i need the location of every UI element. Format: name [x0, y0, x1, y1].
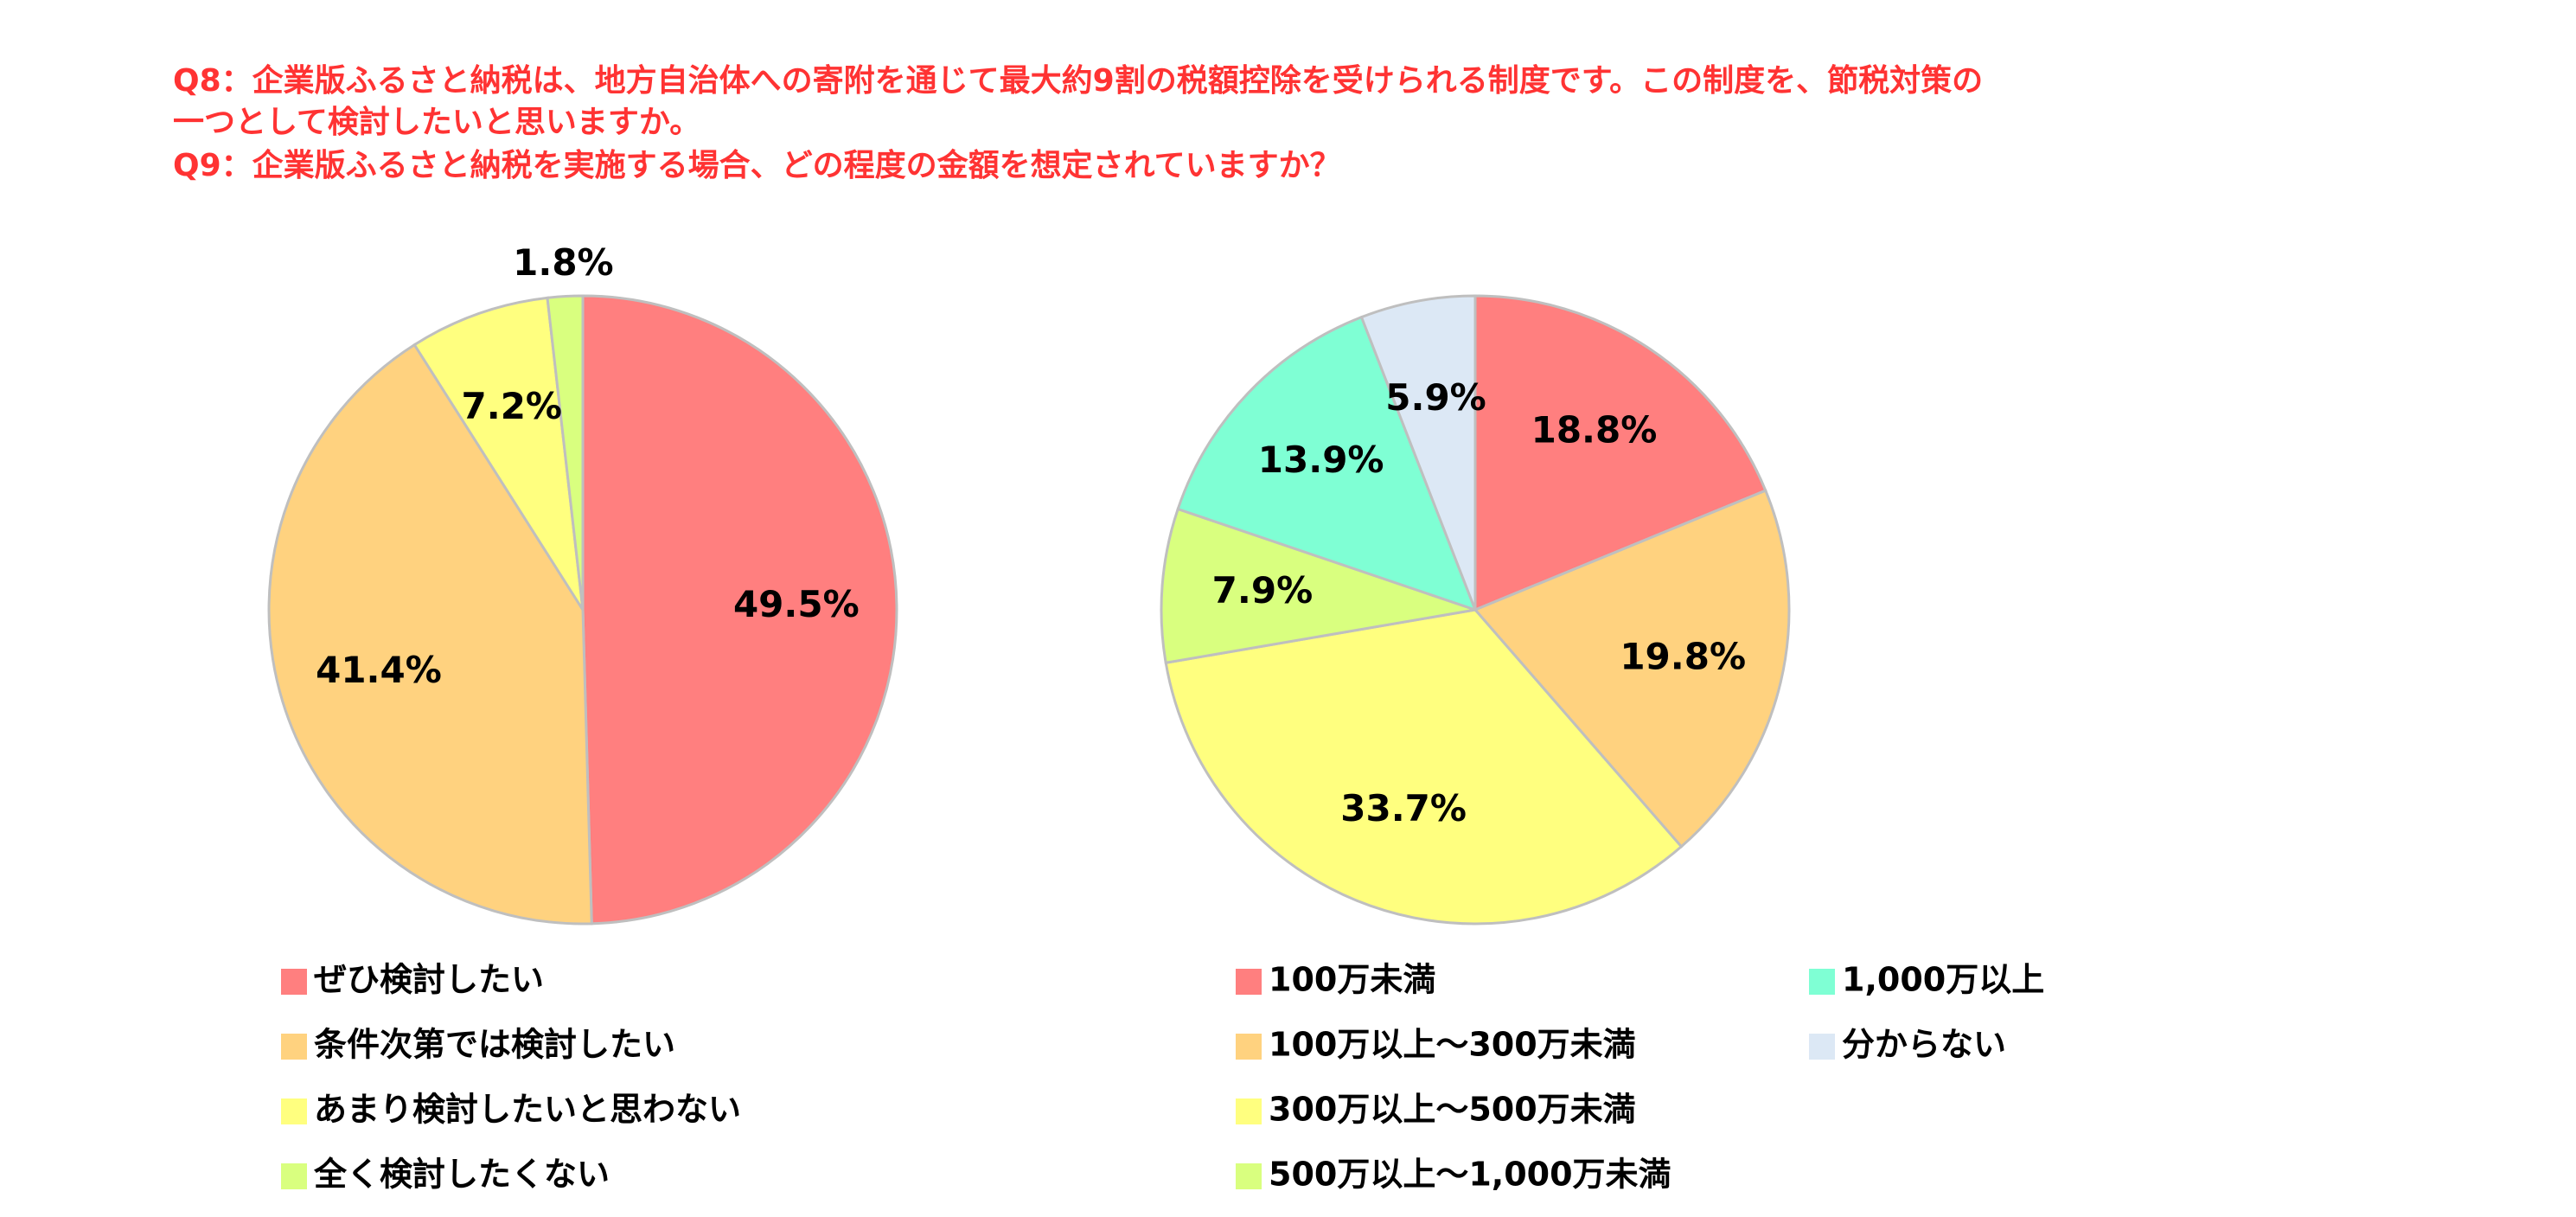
pie-slice [1359, 294, 1477, 611]
data-label: 1.8% [513, 241, 613, 284]
pie-slice [1176, 315, 1478, 612]
data-label: 5.9% [1385, 376, 1486, 419]
legend-swatch [1236, 1099, 1262, 1124]
pie-slice [581, 294, 898, 926]
pie-slice [267, 343, 593, 926]
data-label: 19.8% [1620, 635, 1746, 677]
legend-label: 300万以上～500万未満 [1269, 1091, 1636, 1129]
pie-slice [1473, 294, 1767, 612]
legend-label: 条件次第では検討したい [314, 1026, 675, 1064]
data-label: 18.8% [1531, 408, 1658, 451]
legend-label: 100万未満 [1269, 961, 1435, 999]
pie-slice [546, 294, 585, 611]
data-label: 7.2% [462, 385, 562, 427]
header-line: Q8：企業版ふるさと納税は、地方自治体への寄附を通じて最大約9割の税額控除を受け… [173, 62, 1983, 99]
legend-swatch [1236, 1163, 1262, 1189]
data-label: 13.9% [1258, 439, 1384, 481]
data-label: 41.4% [316, 649, 442, 691]
header-line: Q9：企業版ふるさと納税を実施する場合、どの程度の金額を想定されていますか？ [173, 147, 1341, 183]
legend-label: あまり検討したいと思わない [314, 1091, 741, 1129]
data-label: 33.7% [1340, 787, 1467, 829]
legend-label: 100万以上～300万未満 [1269, 1026, 1636, 1064]
legend-swatch [1809, 969, 1835, 995]
legend-swatch [1809, 1034, 1835, 1060]
legend-swatch [281, 1099, 307, 1124]
pie-slice [1164, 608, 1684, 926]
pie-slice [1473, 489, 1791, 849]
header-line: 一つとして検討したいと思いますか。 [173, 105, 700, 140]
legend-swatch [1236, 969, 1262, 995]
legend-swatch [281, 1163, 307, 1189]
legend-label: 分からない [1842, 1026, 2006, 1064]
data-label: 7.9% [1212, 569, 1313, 612]
legend-swatch [1236, 1034, 1262, 1060]
legend-label: 500万以上～1,000万未満 [1269, 1156, 1672, 1194]
pie-slice [412, 296, 585, 611]
pie-slice [1160, 507, 1476, 665]
legend-label: ぜひ検討したい [314, 961, 544, 999]
data-label: 49.5% [733, 583, 860, 625]
legend-label: 全く検討したくない [313, 1156, 610, 1194]
legend-swatch [281, 1034, 307, 1060]
legend-label: 1,000万以上 [1842, 961, 2044, 999]
legend-swatch [281, 969, 307, 995]
